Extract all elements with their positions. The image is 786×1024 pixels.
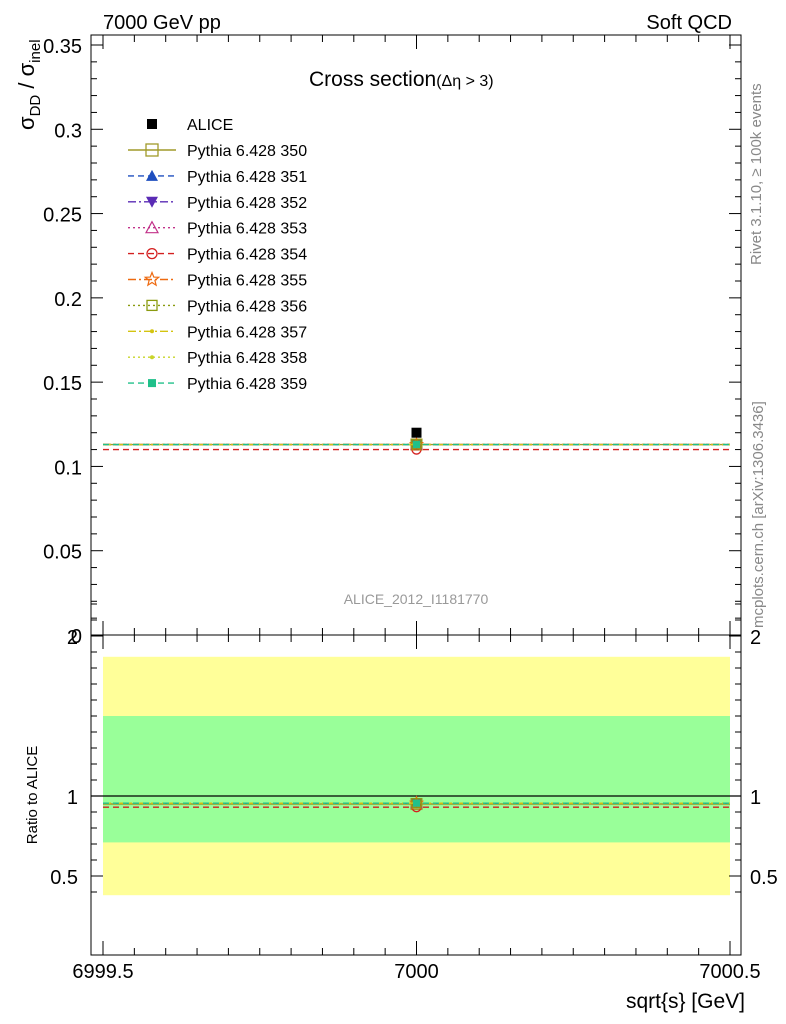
uncertainty-bands [103,656,730,896]
marker [146,196,158,208]
legend-label: Pythia 6.428 355 [187,273,307,290]
main-y-tick-label: 0.1 [54,457,82,479]
marker [148,379,156,388]
x-tick-label: 7000.5 [699,961,760,983]
main-y-tick-label: 0.35 [43,36,82,58]
marker [412,440,421,449]
legend-label: Pythia 6.428 352 [187,195,307,212]
x-axis: 6999.5 7000 7000.5 [72,35,761,983]
band-inner [103,716,730,843]
legend-label: Pythia 6.428 353 [187,221,307,238]
ratio-y-axis: 0.5 0.5 1 1 2 2 [50,603,778,893]
marker [145,143,159,157]
legend-label-data: ALICE [187,117,233,134]
ratio-lines [91,795,741,813]
x-axis-label: sqrt{s} [GeV] [626,990,745,1013]
mcplots-label: mcplots.cern.ch [arXiv:1306.3436] [750,401,767,628]
ratio-y-tick-label: 2 [67,627,78,649]
marker [411,427,422,438]
header-right: Soft QCD [646,12,732,34]
legend-label: Pythia 6.428 350 [187,143,307,160]
marker [146,299,158,312]
marker [143,270,161,287]
marker [147,119,157,129]
marker [146,169,158,181]
main-y-tick-label: 0 [71,626,82,648]
chart-title-suffix: (Δη > 3) [436,73,493,90]
header-left: 7000 GeV pp [103,12,221,34]
legend: ALICE Pythia 6.428 350 Pythia 6.428 351 Pyt… [128,117,307,393]
marker [150,355,154,360]
main-y-tick-label: 0.3 [54,120,82,142]
x-tick-label: 6999.5 [72,961,133,983]
main-y-axis-label: σDD / σinel [14,39,44,130]
ratio-y-tick-label-right: 0.5 [750,867,778,889]
main-y-tick-label: 0.2 [54,289,82,311]
ratio-y-tick-label: 0.5 [50,867,78,889]
chart-title: Cross section(Δη > 3) [309,68,494,91]
x-tick-label: 7000 [394,961,439,983]
legend-label: Pythia 6.428 354 [187,247,307,264]
ratio-y-tick-label: 1 [67,787,78,809]
marker [412,799,421,807]
legend-label: Pythia 6.428 356 [187,298,307,315]
main-y-tick-label: 0.05 [43,542,82,564]
marker [146,247,158,260]
ratio-y-tick-label-right: 2 [750,627,761,649]
ratio-y-tick-label-right: 1 [750,787,761,809]
rivet-label: Rivet 3.1.10, ≥ 100k events [748,83,765,265]
legend-label: Pythia 6.428 359 [187,376,307,393]
series-lines [103,427,730,455]
analysis-watermark: ALICE_2012_I1181770 [344,591,489,607]
main-y-axis: 0 0.05 0.1 0.15 0.2 0.25 0.3 0.35 [43,36,741,648]
legend-label: Pythia 6.428 357 [187,324,307,341]
chart-title-main: Cross section [309,68,436,91]
legend-label: Pythia 6.428 351 [187,169,307,186]
legend-label: Pythia 6.428 358 [187,350,307,367]
main-y-tick-label: 0.15 [43,373,82,395]
ratio-y-axis-label: Ratio to ALICE [24,746,41,844]
marker [150,329,154,334]
main-y-tick-label: 0.25 [43,205,82,227]
marker [144,220,160,234]
